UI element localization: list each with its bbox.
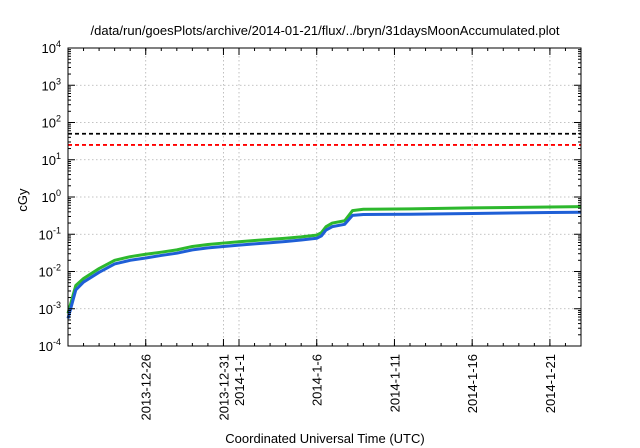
y-ticks: 10-4 10-3 10-2 10-1 100 101 102 103 104 [39, 39, 581, 354]
y-tick-label: 100 [42, 188, 61, 205]
x-tick-label: 2014-1-6 [310, 354, 325, 406]
chart-title: /data/run/goesPlots/archive/2014-01-21/f… [91, 23, 560, 38]
x-tick-label: 2014-1-16 [465, 354, 480, 413]
y-tick-label: 102 [42, 114, 61, 131]
x-tick-label: 2013-12-26 [139, 354, 154, 421]
y-tick-label: 104 [42, 39, 61, 56]
series-line [66, 210, 582, 319]
y-tick-label: 103 [42, 76, 61, 93]
x-tick-label: 2014-1-1 [232, 354, 247, 406]
y-tick-label: 10-2 [39, 263, 61, 280]
x-tick-label: 2014-1-11 [387, 354, 402, 412]
y-tick-label: 10-4 [39, 337, 61, 354]
y-tick-label: 10-1 [39, 225, 61, 242]
series-group [66, 205, 582, 319]
series-line [66, 205, 582, 314]
plot-frame [67, 47, 582, 347]
x-tick-label: 2013-12-31 [216, 354, 231, 421]
reference-lines [68, 132, 581, 146]
y-axis-label: cGy [15, 188, 30, 212]
x-tick-label: 2014-1-21 [543, 354, 558, 413]
y-tick-label: 101 [42, 151, 61, 168]
y-tick-label: 10-3 [39, 300, 61, 317]
x-axis-label: Coordinated Universal Time (UTC) [225, 431, 424, 446]
grid [68, 48, 581, 346]
